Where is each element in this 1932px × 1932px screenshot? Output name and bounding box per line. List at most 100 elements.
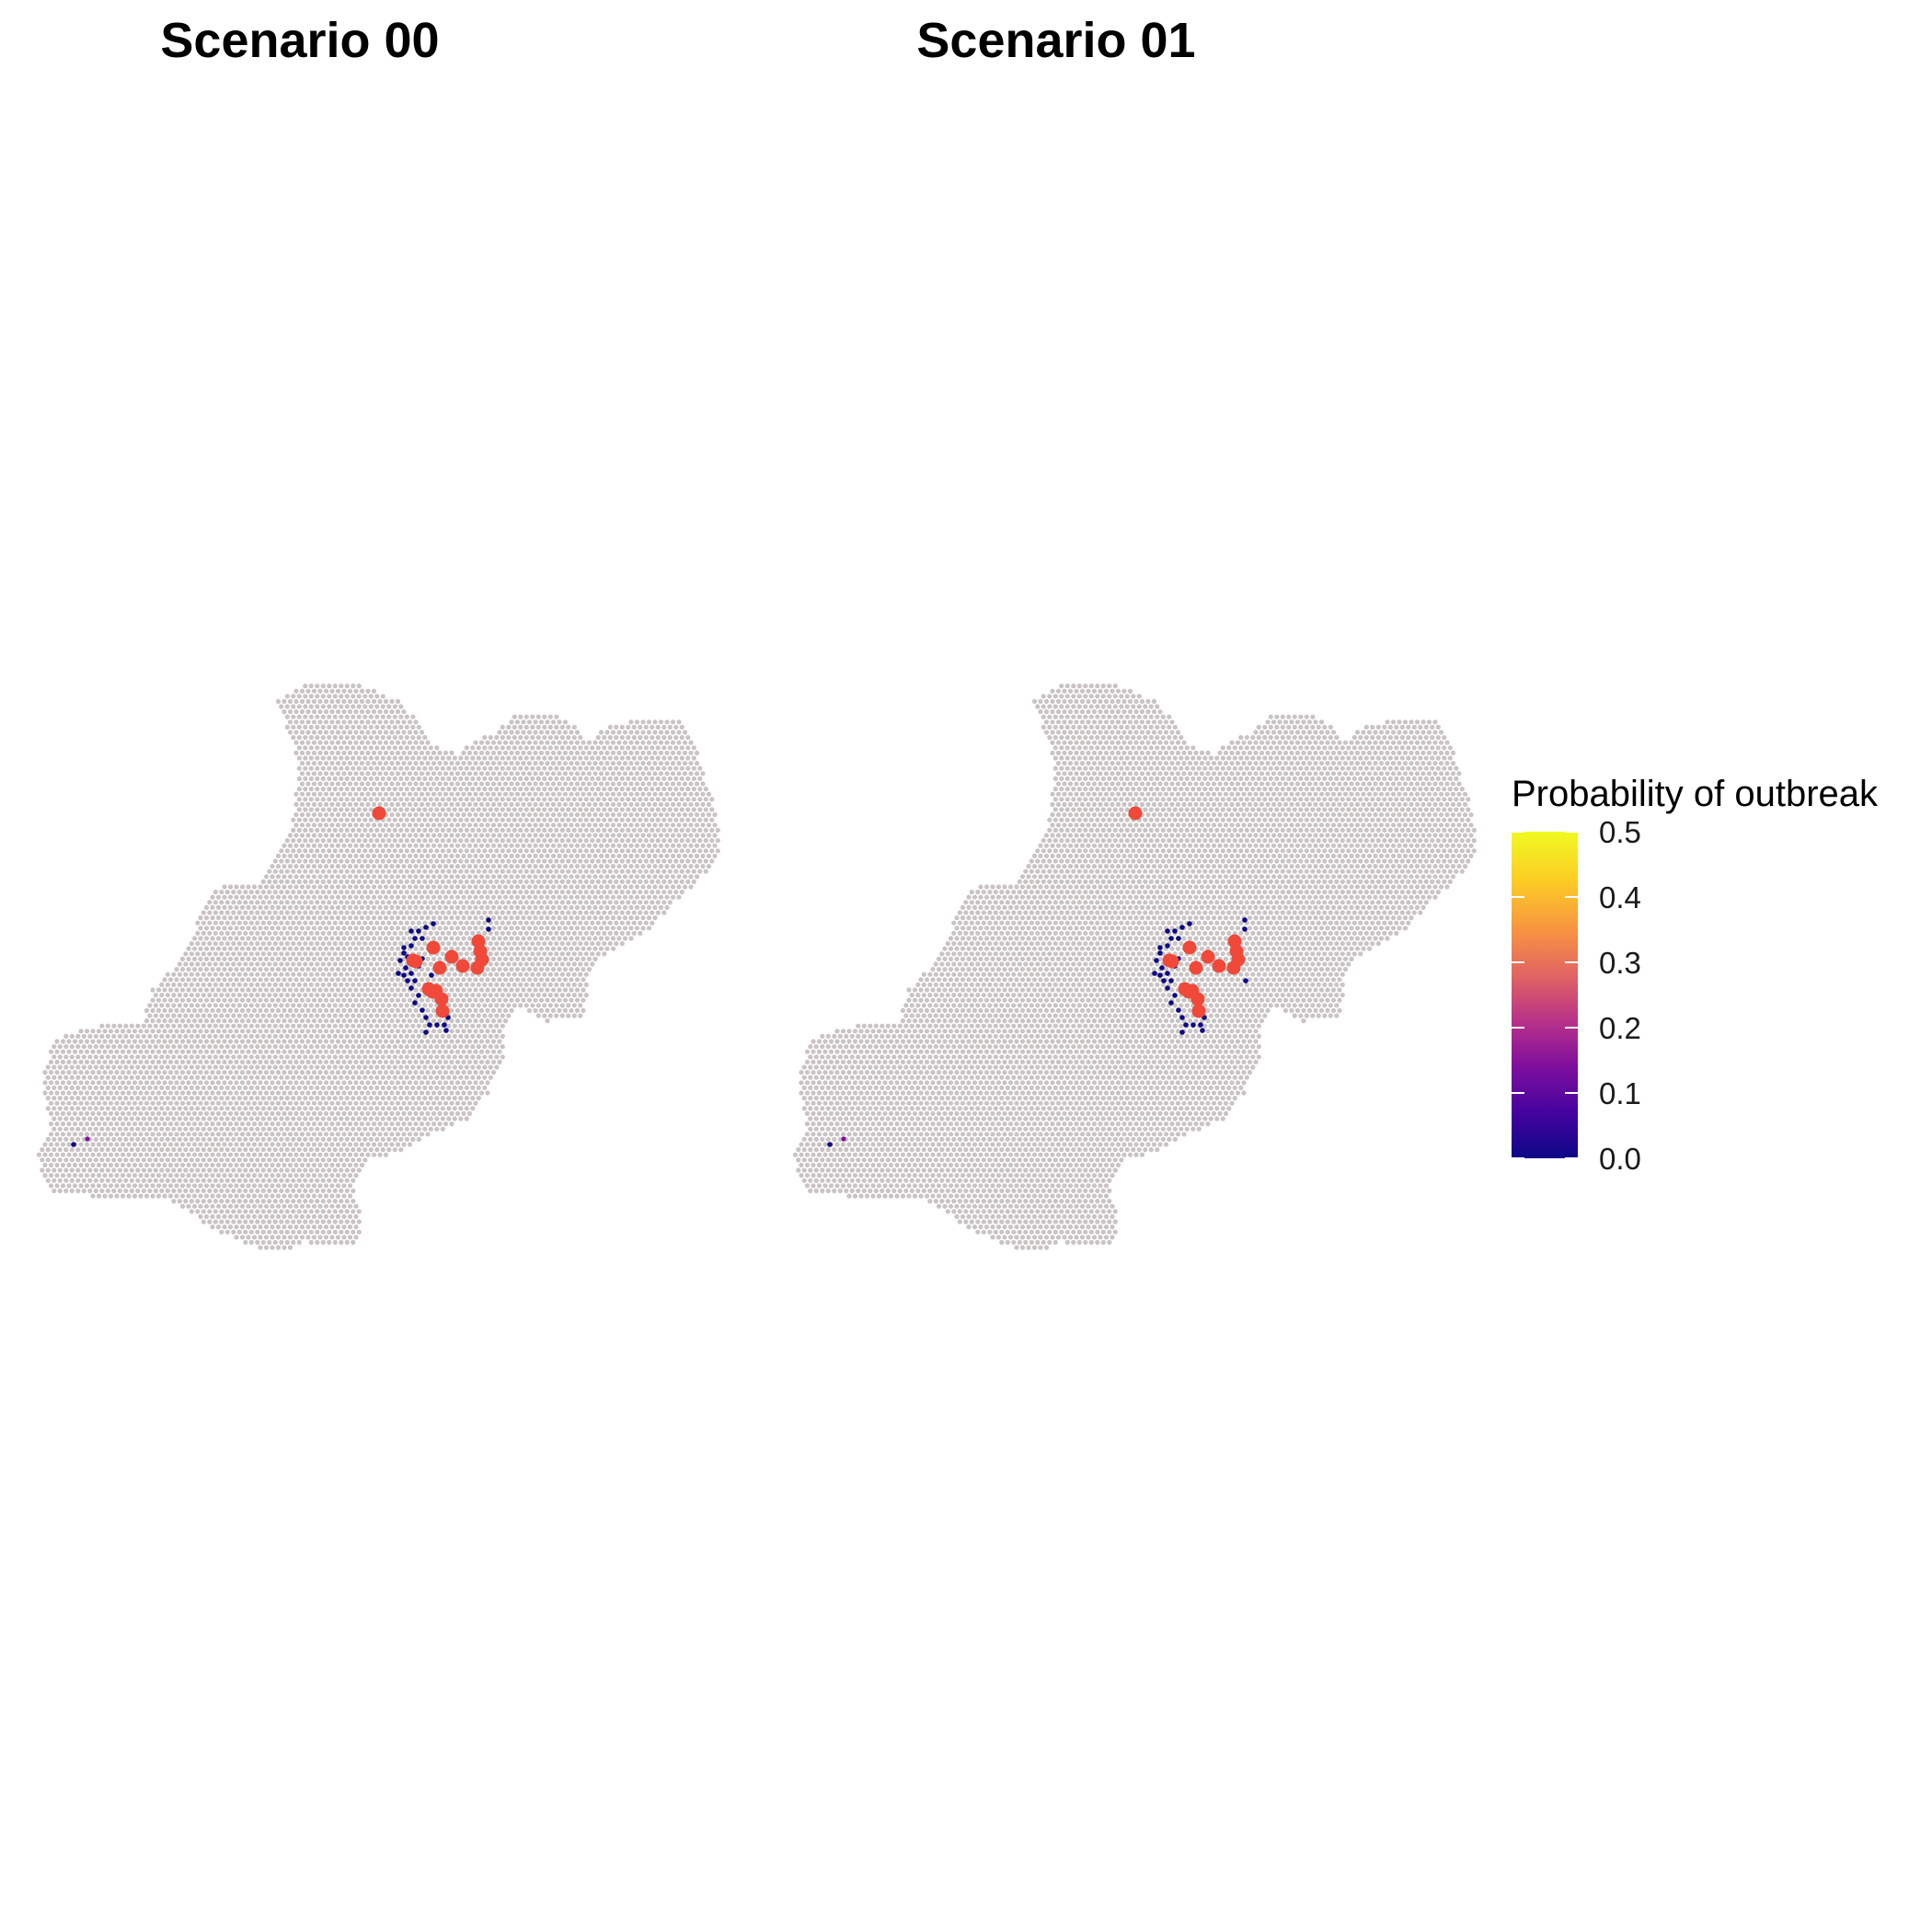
hex-cell	[401, 822, 407, 828]
hex-cell	[332, 993, 338, 998]
hex-cell	[506, 765, 512, 771]
hex-cell	[126, 1029, 132, 1034]
hex-cell	[464, 797, 469, 802]
hex-cell	[595, 827, 601, 834]
hex-cell	[554, 961, 559, 967]
hex-cell	[419, 1039, 425, 1044]
hex-cell	[640, 740, 646, 745]
hex-cell	[464, 1044, 469, 1050]
hex-cell	[72, 1049, 78, 1054]
hex-cell	[478, 987, 485, 993]
hex-cell	[174, 1070, 179, 1075]
hex-cell	[461, 874, 466, 880]
hex-cell	[392, 838, 397, 844]
hex-cell	[323, 884, 329, 890]
hex-cell	[509, 1007, 514, 1013]
hex-cell	[351, 951, 356, 957]
hex-cell	[509, 853, 514, 859]
hex-cell	[147, 1033, 153, 1039]
hex-cell	[478, 1018, 485, 1024]
hex-cell	[454, 771, 461, 776]
hex-cell	[437, 874, 443, 880]
hex-cell	[661, 910, 667, 915]
hex-cell	[679, 858, 684, 864]
hex-cell	[523, 910, 529, 915]
hex-cell	[550, 946, 557, 951]
hex-cell	[404, 890, 409, 895]
hex-cell	[619, 797, 625, 802]
hex-cell	[303, 745, 308, 751]
hex-cell	[332, 1013, 338, 1018]
hex-cell	[401, 1029, 407, 1034]
hex-cell	[129, 1033, 134, 1039]
hex-cell	[165, 993, 170, 998]
hex-cell	[323, 791, 329, 797]
hex-cell	[482, 910, 488, 915]
hex-cell	[287, 719, 293, 725]
hex-cell	[667, 755, 673, 761]
hex-cell	[638, 776, 643, 782]
hex-cell	[547, 910, 553, 915]
hex-cell	[425, 956, 431, 961]
hex-cell	[425, 904, 431, 911]
hex-cell	[485, 884, 490, 890]
hex-cell	[569, 915, 574, 921]
hex-cell	[583, 827, 589, 834]
hex-cell	[628, 740, 634, 745]
hex-cell	[461, 884, 466, 890]
hex-cell	[506, 941, 512, 947]
hex-cell	[213, 930, 218, 937]
hex-cell	[506, 745, 512, 751]
hex-cell	[614, 930, 619, 937]
hex-cell	[464, 1013, 469, 1018]
hex-cell	[473, 781, 478, 787]
hex-cell	[311, 874, 317, 880]
hex-cell	[443, 1049, 449, 1054]
hex-cell	[452, 827, 457, 834]
hex-cell	[559, 765, 565, 771]
hex-cell	[72, 1070, 78, 1075]
hex-cell	[413, 833, 419, 838]
hex-cell	[452, 890, 457, 895]
hex-cell	[626, 807, 631, 812]
hex-cell	[478, 884, 485, 890]
hex-cell	[404, 765, 409, 771]
hex-cell	[293, 801, 299, 808]
hex-cell	[478, 750, 485, 756]
hex-cell	[682, 833, 688, 838]
hex-cell	[626, 724, 631, 730]
hex-cell	[440, 879, 445, 885]
hex-cell	[500, 1023, 505, 1029]
hex-cell	[631, 827, 637, 834]
hex-cell	[108, 1070, 114, 1075]
hex-cell	[117, 1023, 122, 1029]
hex-cell	[305, 936, 311, 941]
hex-cell	[317, 936, 323, 941]
hex-cell	[566, 961, 571, 967]
hex-cell	[177, 982, 182, 987]
hex-cell	[359, 874, 365, 880]
hex-cell	[610, 843, 616, 848]
hex-cell	[371, 977, 377, 983]
hex-cell	[371, 730, 377, 735]
hex-cell	[550, 926, 557, 931]
hex-cell	[308, 724, 314, 730]
hex-cell	[473, 812, 478, 818]
hex-cell	[258, 1018, 263, 1024]
hex-cell	[485, 1049, 490, 1054]
hex-cell	[305, 1059, 311, 1064]
hex-cell	[398, 868, 404, 874]
hex-cell	[697, 797, 703, 802]
hex-cell	[545, 761, 550, 766]
hex-cell	[63, 1044, 69, 1050]
hex-cell	[502, 843, 509, 848]
hex-cell	[275, 1049, 282, 1054]
hex-cell	[500, 1054, 505, 1060]
hex-cell	[685, 787, 691, 792]
hex-cell	[535, 745, 541, 751]
hex-cell	[574, 771, 581, 776]
hex-cell	[410, 1044, 416, 1050]
hex-cell	[581, 977, 586, 983]
hex-cell	[407, 1018, 413, 1024]
hex-cell	[344, 787, 350, 792]
